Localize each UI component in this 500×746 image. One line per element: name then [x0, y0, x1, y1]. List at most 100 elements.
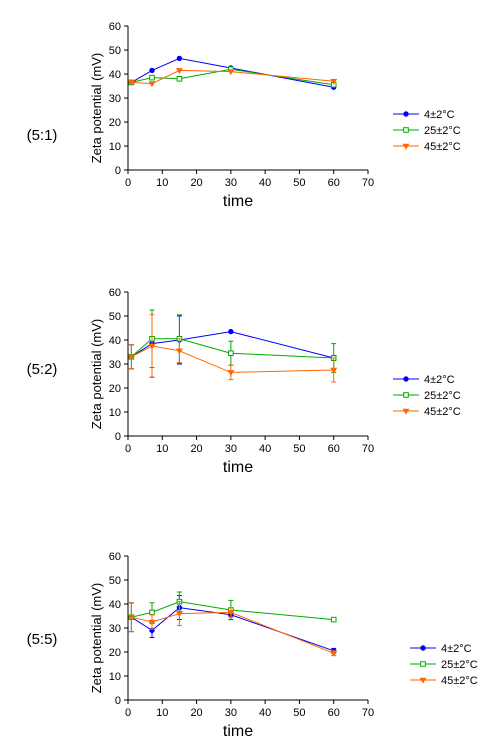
series-line — [131, 611, 334, 654]
legend-label: 45±2°C — [424, 141, 461, 153]
series — [128, 55, 337, 90]
chart-panel: (5:1) 0 10 20 30 40 50 60 0 10 20 30 40 50 60 70 time Zet… — [27, 21, 461, 210]
y-tick-label: 60 — [109, 287, 121, 299]
legend-marker — [403, 127, 409, 133]
x-tick-label: 30 — [225, 177, 237, 189]
data-point — [127, 80, 135, 86]
x-tick-label: 40 — [259, 177, 271, 189]
data-point — [227, 69, 235, 76]
legend: 4±2°C 25±2°C 45±2°C — [393, 374, 461, 418]
y-tick-label: 10 — [109, 141, 121, 153]
y-tick-label: 40 — [109, 69, 121, 81]
legend-marker — [403, 392, 409, 398]
x-tick-label: 10 — [156, 443, 168, 455]
x-tick-label: 70 — [362, 177, 374, 189]
y-tick-label: 30 — [109, 623, 121, 635]
y-tick-label: 60 — [109, 21, 121, 33]
x-axis-label: time — [223, 723, 253, 740]
x-tick-label: 20 — [190, 443, 202, 455]
data-point — [148, 343, 156, 350]
y-axis-label: Zeta potential (mV) — [89, 53, 104, 164]
legend-marker — [419, 677, 427, 684]
data-point — [227, 610, 235, 616]
legend-marker — [403, 376, 409, 382]
legend-marker — [403, 111, 409, 117]
data-point — [175, 68, 183, 74]
data-point — [175, 348, 183, 355]
x-tick-label: 30 — [225, 707, 237, 719]
data-point — [149, 74, 155, 81]
data-point — [330, 78, 338, 85]
legend-label: 25±2°C — [424, 125, 461, 137]
x-tick-label: 60 — [328, 707, 340, 719]
data-point — [330, 650, 338, 657]
y-tick-label: 50 — [109, 311, 121, 323]
data-point — [149, 67, 155, 74]
x-tick-label: 50 — [293, 707, 305, 719]
legend: 4±2°C 25±2°C 45±2°C — [393, 109, 461, 153]
y-tick-label: 0 — [115, 165, 121, 177]
y-tick-label: 0 — [115, 695, 121, 707]
x-tick-label: 60 — [328, 177, 340, 189]
data-point — [227, 370, 235, 376]
data-point — [149, 609, 155, 616]
x-tick-label: 30 — [225, 443, 237, 455]
legend: 4±2°C 25±2°C 45±2°C — [410, 643, 478, 687]
x-tick-label: 50 — [293, 443, 305, 455]
y-axis-label: Zeta potential (mV) — [89, 583, 104, 694]
data-point — [228, 350, 234, 356]
legend-label: 45±2°C — [441, 675, 478, 687]
y-tick-label: 30 — [109, 359, 121, 371]
x-tick-label: 10 — [156, 177, 168, 189]
series — [128, 595, 337, 654]
legend-label: 4±2°C — [441, 643, 472, 655]
legend-label: 25±2°C — [441, 659, 478, 671]
x-tick-label: 70 — [362, 707, 374, 719]
x-tick-label: 40 — [259, 443, 271, 455]
y-tick-label: 50 — [109, 575, 121, 587]
series — [128, 309, 337, 373]
series — [127, 314, 338, 383]
y-tick-label: 40 — [109, 335, 121, 347]
legend-label: 4±2°C — [424, 109, 455, 121]
data-point — [330, 616, 337, 623]
x-tick-label: 50 — [293, 177, 305, 189]
legend-marker — [402, 143, 410, 150]
panel-label: (5:1) — [27, 127, 58, 144]
legend-marker — [420, 645, 426, 651]
x-tick-label: 0 — [125, 443, 131, 455]
legend-label: 4±2°C — [424, 374, 455, 386]
x-tick-label: 40 — [259, 707, 271, 719]
series-line — [131, 57, 334, 88]
data-point — [330, 367, 338, 374]
series — [128, 309, 337, 378]
x-tick-label: 20 — [190, 177, 202, 189]
data-point — [176, 55, 183, 62]
legend-label: 25±2°C — [424, 390, 461, 402]
series — [127, 601, 338, 657]
data-point — [127, 354, 135, 361]
data-point — [148, 81, 156, 88]
legend-marker — [402, 408, 410, 415]
x-tick-label: 70 — [362, 443, 374, 455]
y-tick-label: 20 — [109, 647, 121, 659]
x-tick-label: 60 — [328, 443, 340, 455]
y-tick-label: 20 — [109, 117, 121, 129]
y-tick-label: 20 — [109, 383, 121, 395]
data-point — [175, 611, 183, 618]
x-axis-label: time — [223, 193, 253, 210]
x-tick-label: 0 — [125, 707, 131, 719]
panel-label: (5:2) — [27, 361, 58, 378]
x-tick-label: 20 — [190, 707, 202, 719]
data-point — [127, 614, 135, 621]
series — [127, 68, 338, 88]
data-point — [228, 328, 234, 335]
x-tick-label: 10 — [156, 707, 168, 719]
x-axis-label: time — [223, 459, 253, 476]
x-tick-label: 0 — [125, 177, 131, 189]
chart-panel: (5:2) 0 10 20 30 40 50 60 0 10 20 30 40 50 60 70 time Zet… — [27, 287, 461, 476]
data-point — [148, 619, 156, 626]
y-tick-label: 30 — [109, 93, 121, 105]
y-tick-label: 40 — [109, 599, 121, 611]
y-tick-label: 10 — [109, 671, 121, 683]
